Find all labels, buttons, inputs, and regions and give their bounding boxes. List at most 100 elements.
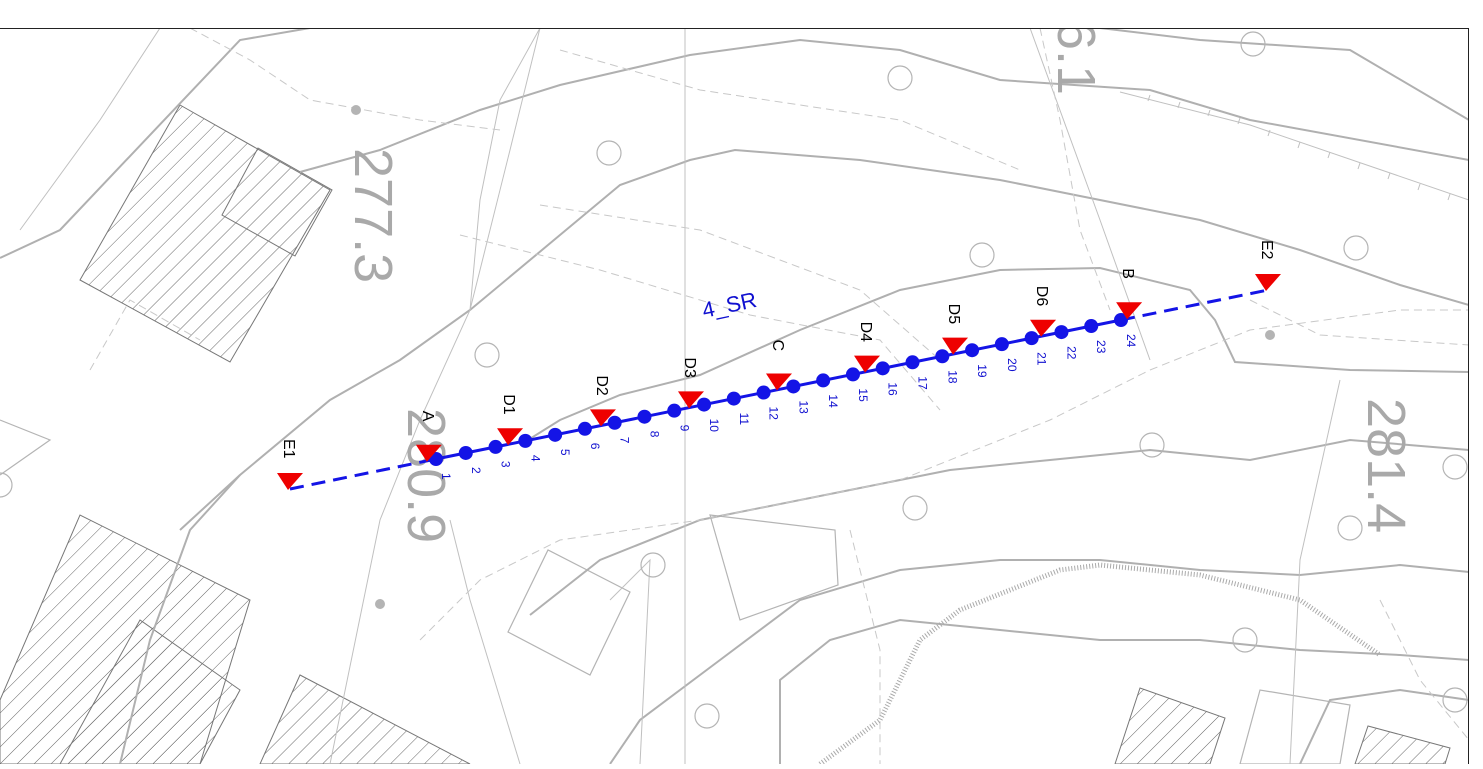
blue-dot-electrode-icon bbox=[786, 379, 801, 394]
blue-dot-electrode-icon bbox=[935, 349, 950, 364]
station-label: E2 bbox=[1258, 240, 1275, 260]
line-extension-dashed bbox=[289, 457, 437, 491]
survey-point-circle-icon bbox=[640, 552, 666, 578]
slope-line bbox=[1119, 91, 1469, 201]
station-label: C bbox=[769, 340, 786, 352]
survey-points bbox=[0, 31, 1468, 729]
blue-dot-electrode-icon bbox=[518, 433, 533, 448]
survey-point-circle-icon bbox=[902, 495, 928, 521]
electrode-number-label: 12 bbox=[767, 407, 781, 421]
blue-dot-electrode-icon bbox=[726, 391, 741, 406]
red-triangle-marker-icon bbox=[942, 337, 969, 355]
survey-point-circle-icon bbox=[969, 242, 995, 268]
parcels bbox=[0, 419, 1351, 764]
electrode-number-label: 15 bbox=[856, 388, 870, 402]
electrode-number-label: 20 bbox=[1005, 358, 1019, 372]
building-hatched bbox=[0, 104, 1451, 764]
electrode-number-label: 16 bbox=[886, 382, 900, 396]
embankment bbox=[818, 562, 1382, 764]
elevation-label: 281.4 bbox=[1356, 398, 1416, 533]
electrode-number-label: 18 bbox=[945, 370, 959, 384]
blue-dot-electrode-icon bbox=[1054, 325, 1069, 340]
survey-point-circle-icon bbox=[694, 703, 720, 729]
station-label: D2 bbox=[593, 375, 610, 396]
electrode-number-label: 13 bbox=[796, 400, 810, 414]
elevation-label: 280.9 bbox=[396, 408, 456, 543]
electrode-number-label: 10 bbox=[707, 419, 721, 433]
line-extension-dashed bbox=[1120, 288, 1269, 322]
blue-dot-electrode-icon bbox=[905, 355, 920, 370]
station-label: D1 bbox=[500, 394, 517, 415]
red-triangle-marker-icon bbox=[1030, 319, 1057, 337]
elevation-label: 6.1 bbox=[1046, 20, 1106, 95]
survey-point-circle-icon bbox=[474, 342, 500, 368]
blue-dot-electrode-icon bbox=[697, 397, 712, 412]
electrode-number-label: 24 bbox=[1124, 334, 1138, 348]
blue-dot-electrode-icon bbox=[667, 403, 682, 418]
survey-point-circle-icon bbox=[1442, 687, 1468, 713]
survey-point-circle-icon bbox=[1240, 31, 1266, 57]
electrode-number-label: 1 bbox=[439, 473, 453, 480]
blue-dot-electrode-icon bbox=[1024, 331, 1039, 346]
station-label: D3 bbox=[681, 357, 698, 378]
survey-point-circle-icon bbox=[887, 65, 913, 91]
station-label: D4 bbox=[857, 322, 874, 343]
electrode-number-label: 14 bbox=[826, 394, 840, 408]
elevation-label: 277.3 bbox=[343, 148, 403, 283]
electrode-number-label: 9 bbox=[677, 425, 691, 432]
electrode-number-label: 7 bbox=[618, 437, 632, 444]
blue-dot-electrode-icon bbox=[1114, 313, 1128, 327]
electrode-number-label: 11 bbox=[737, 413, 751, 426]
blue-dot-electrode-icon bbox=[607, 415, 622, 430]
red-triangle-marker-icon bbox=[277, 473, 303, 490]
electrode-number-label: 6 bbox=[588, 443, 602, 450]
red-triangle-marker-icon bbox=[1255, 274, 1281, 291]
blue-dot-electrode-icon bbox=[875, 361, 890, 376]
electrode-number-label: 5 bbox=[558, 449, 572, 456]
red-triangle-marker-icon bbox=[766, 373, 792, 391]
blue-dot-electrode-icon bbox=[816, 373, 831, 388]
station-label: D5 bbox=[945, 304, 962, 325]
survey-point-circle-icon bbox=[596, 140, 622, 166]
dashed-boundaries bbox=[89, 28, 1469, 764]
electrode-number-label: 23 bbox=[1094, 340, 1108, 354]
survey-point-circle-icon bbox=[0, 472, 13, 498]
electrode-number-label: 8 bbox=[647, 431, 661, 438]
electrode-number-label: 4 bbox=[528, 455, 542, 462]
blue-dot-electrode-icon bbox=[637, 409, 652, 424]
terrain-lines bbox=[0, 28, 1469, 764]
station-label: D6 bbox=[1033, 286, 1050, 307]
survey-point-circle-icon bbox=[1232, 627, 1258, 653]
survey-point-circle-icon bbox=[1139, 432, 1165, 458]
survey-point-circle-icon bbox=[1442, 454, 1468, 480]
blue-dot-electrode-icon bbox=[577, 421, 592, 436]
red-triangle-marker-icon bbox=[497, 428, 524, 446]
blue-dot-electrode-icon bbox=[488, 439, 503, 454]
blue-dot-electrode-icon bbox=[994, 337, 1009, 352]
survey-point-circle-icon bbox=[1343, 235, 1369, 261]
blue-dot-electrode-icon bbox=[429, 452, 443, 466]
red-triangle-marker-icon bbox=[677, 391, 704, 409]
electrode-number-label: 21 bbox=[1035, 352, 1049, 366]
blue-dot-electrode-icon bbox=[845, 367, 860, 382]
survey-point-circle-icon bbox=[1337, 515, 1363, 541]
blue-dot-electrode-icon bbox=[756, 385, 771, 400]
electrode-number-label: 22 bbox=[1064, 346, 1078, 360]
blue-dot-electrode-icon bbox=[548, 427, 563, 442]
electrode-number-label: 3 bbox=[499, 461, 513, 468]
red-triangle-marker-icon bbox=[854, 355, 881, 373]
survey-dots bbox=[351, 105, 1275, 609]
electrode-number-label: 19 bbox=[975, 364, 989, 378]
red-triangle-marker-icon bbox=[589, 409, 616, 427]
electrode-number-label: 17 bbox=[916, 376, 930, 390]
blue-dot-electrode-icon bbox=[1084, 319, 1099, 334]
electrode-number-label: 2 bbox=[469, 467, 483, 474]
red-triangle-marker-icon bbox=[1116, 302, 1143, 320]
station-label: A bbox=[419, 411, 436, 422]
basemap: 277.3 280.9 281.4 6.1 bbox=[0, 20, 1469, 764]
blue-dot-electrode-icon bbox=[458, 445, 473, 460]
station-label: B bbox=[1119, 268, 1136, 279]
line-name-label: 4_SR bbox=[700, 287, 759, 323]
